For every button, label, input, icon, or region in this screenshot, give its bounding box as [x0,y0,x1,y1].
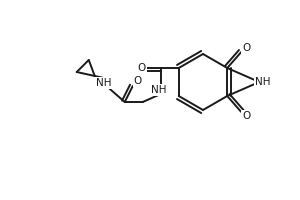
Text: NH: NH [151,85,167,95]
Text: O: O [242,111,250,121]
Text: O: O [134,76,142,86]
Text: O: O [138,63,146,73]
Text: NH: NH [96,78,112,88]
Text: O: O [242,43,250,53]
Text: NH: NH [256,77,271,87]
